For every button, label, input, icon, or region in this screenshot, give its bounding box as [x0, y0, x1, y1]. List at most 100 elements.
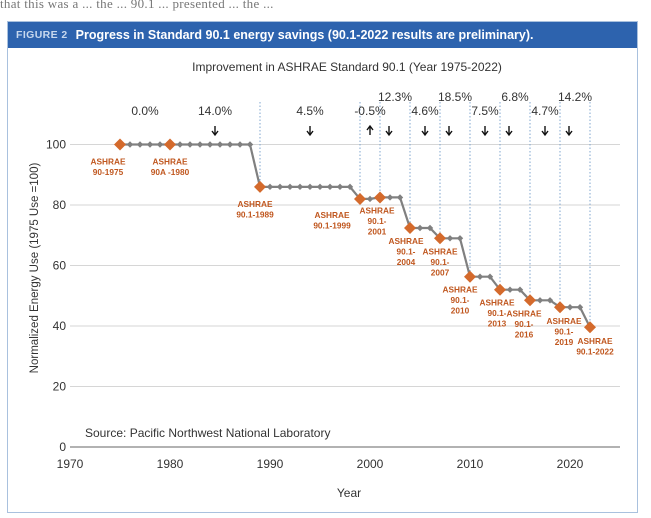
standard-label: 2019: [555, 337, 574, 347]
standard-label: 2007: [431, 267, 450, 277]
top-cropped-text: that this was a ... the ... 90.1 ... pre…: [0, 0, 274, 11]
improvement-label: 12.3%: [378, 90, 412, 104]
data-point: [176, 141, 184, 148]
standard-marker: [404, 221, 416, 234]
standard-marker: [554, 301, 566, 314]
standard-label: ASHRAE: [422, 246, 458, 256]
y-tick-label: 80: [53, 198, 67, 212]
y-tick-label: 20: [53, 380, 67, 394]
standard-label: 90.1-: [368, 216, 387, 226]
figure-caption: Progress in Standard 90.1 energy savings…: [75, 28, 534, 42]
standard-label: 2010: [451, 306, 470, 316]
data-point: [316, 183, 324, 191]
guide-layer: [259, 102, 591, 328]
standard-label: 90.1-: [431, 257, 450, 267]
standard-marker: [374, 191, 386, 204]
data-point: [566, 304, 574, 311]
data-point: [536, 297, 544, 304]
down-arrow-icon: [385, 126, 393, 137]
standard-label: 2016: [515, 329, 534, 339]
down-arrow-icon: [211, 126, 219, 137]
x-tick-label: 2020: [557, 457, 584, 471]
grid-layer: [70, 144, 620, 387]
standard-label: ASHRAE: [506, 308, 542, 318]
data-point: [286, 183, 294, 191]
standard-label: ASHRAE: [359, 205, 395, 215]
source-note: Source: Pacific Northwest National Labor…: [85, 426, 330, 440]
standard-label: ASHRAE: [152, 157, 188, 167]
standard-marker: [114, 138, 126, 151]
data-point: [366, 195, 374, 203]
data-point: [186, 141, 194, 148]
down-arrow-icon: [421, 126, 429, 137]
data-point: [506, 286, 514, 293]
x-tick-label: 1980: [157, 457, 184, 471]
improvement-label: 0.0%: [131, 104, 159, 118]
x-tick-label: 1970: [57, 457, 84, 471]
standard-label: 90A -1980: [151, 167, 190, 177]
standard-label: ASHRAE: [314, 210, 350, 220]
standard-label: 90.1-1999: [313, 220, 351, 230]
standard-label: ASHRAE: [546, 316, 582, 326]
down-arrow-icon: [481, 126, 489, 137]
standard-label: ASHRAE: [388, 236, 424, 246]
figure-frame: FIGURE 2 Progress in Standard 90.1 energ…: [7, 21, 638, 513]
standard-label: 90.1-: [397, 246, 416, 256]
standard-label: 90.1-: [515, 319, 534, 329]
data-point: [346, 183, 354, 191]
data-point: [196, 141, 204, 148]
data-point: [486, 273, 494, 280]
standard-label: 2004: [397, 257, 416, 267]
improvement-label: 14.2%: [558, 90, 592, 104]
improvement-label: 7.5%: [471, 104, 499, 118]
data-point: [476, 273, 484, 280]
data-point: [206, 141, 214, 148]
data-point: [276, 183, 284, 191]
data-point: [136, 141, 144, 148]
data-point: [516, 286, 524, 293]
figure-label: FIGURE 2: [16, 29, 68, 41]
y-axis-title: Normalized Energy Use (1975 Use =100): [29, 163, 41, 374]
data-point: [386, 194, 394, 201]
data-point: [246, 141, 254, 148]
standard-label: 2001: [368, 226, 387, 236]
data-point: [416, 224, 424, 232]
y-tick-label: 60: [53, 259, 67, 273]
data-point: [156, 141, 164, 148]
standard-label: 90.1-: [451, 295, 470, 305]
data-point: [546, 297, 554, 304]
down-arrow-icon: [565, 126, 573, 137]
down-arrow-icon: [306, 126, 314, 137]
standard-label: ASHRAE: [479, 298, 515, 308]
data-point: [576, 304, 584, 311]
improvement-label: 4.6%: [411, 104, 439, 118]
standard-marker: [464, 270, 476, 283]
x-tick-label: 2000: [357, 457, 384, 471]
standard-label: 2013: [488, 319, 507, 329]
series-line: [120, 143, 591, 328]
data-point: [296, 183, 304, 191]
x-tick-label: 2010: [457, 457, 484, 471]
standard-label: ASHRAE: [577, 336, 613, 346]
data-point: [446, 235, 454, 242]
down-arrow-icon: [541, 126, 549, 137]
up-arrow-icon: [366, 124, 374, 135]
standard-label: 90.1-: [555, 327, 574, 337]
data-point: [426, 224, 434, 232]
y-tick-label: 40: [53, 319, 67, 333]
series-layer: [114, 138, 596, 334]
data-point: [126, 141, 134, 148]
improvement-label: 14.0%: [198, 104, 232, 118]
axes-layer: 0 20 40 60 80 100 1970 1980 1990 2000 2010 2020: [46, 138, 620, 471]
standard-marker: [494, 283, 506, 296]
improvement-label: 6.8%: [501, 90, 529, 104]
standard-marker: [584, 321, 596, 334]
chart-title: Improvement in ASHRAE Standard 90.1 (Yea…: [192, 60, 502, 74]
improvement-label: 4.7%: [531, 104, 559, 118]
data-point: [326, 183, 334, 191]
standard-marker: [254, 180, 266, 193]
improvement-label: 18.5%: [438, 90, 472, 104]
standard-label: 90-1975: [93, 167, 124, 177]
improvement-layer: 0.0% 14.0% 4.5% -0.5%12.3%4.6%18.5%7.5%6.8%…: [131, 90, 592, 137]
